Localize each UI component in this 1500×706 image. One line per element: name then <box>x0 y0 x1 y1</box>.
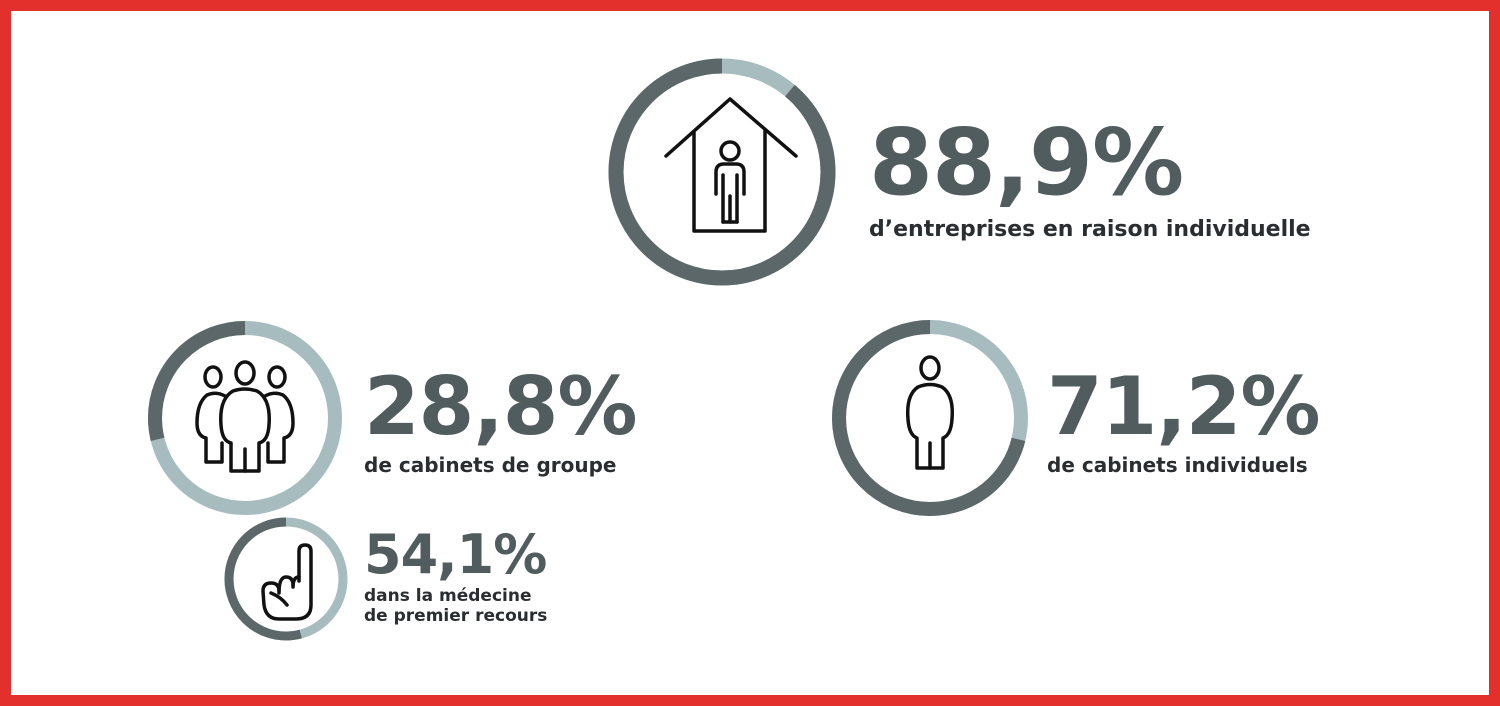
pointing-hand-icon <box>261 543 313 621</box>
ring-value-arc-premier-recours <box>224 517 348 641</box>
stat-cabinets-individuels: 71,2% de cabinets individuels <box>1047 360 1321 478</box>
stat-label-premier-recours-line-2: de premier recours <box>364 606 548 627</box>
donut-ring-cabinets-groupe <box>148 321 342 515</box>
stat-value-cabinets-groupe: 28,8% <box>364 360 638 453</box>
single-person-icon <box>905 355 955 470</box>
person-in-house-icon <box>664 97 798 233</box>
donut-ring-cabinets-individuels <box>832 320 1028 516</box>
stat-label-entreprises: d’entreprises en raison individuelle <box>869 217 1311 242</box>
ring-value-arc-cabinets-individuels <box>832 320 1028 516</box>
ring-value-arc-cabinets-groupe <box>148 321 342 515</box>
ring-value-arc-entreprises <box>608 58 836 286</box>
infographic-frame: 88,9% d’entreprises en raison individuel… <box>11 11 1489 695</box>
stat-label-premier-recours-line-1: dans la médecine <box>364 586 532 606</box>
stat-entreprises: 88,9% d’entreprises en raison individuel… <box>869 117 1311 243</box>
stat-value-entreprises: 88,9% <box>869 109 1184 216</box>
infographic-canvas <box>148 58 1028 641</box>
stat-label-cabinets-groupe: de cabinets de groupe <box>364 453 617 477</box>
stat-premier-recours: 54,1% dans la médecine de premier recour… <box>364 528 547 627</box>
stat-value-cabinets-individuels: 71,2% <box>1047 360 1321 453</box>
stat-label-cabinets-individuels: de cabinets individuels <box>1047 453 1308 477</box>
stat-value-premier-recours: 54,1% <box>364 523 547 586</box>
group-of-people-icon <box>195 360 295 473</box>
donut-ring-premier-recours <box>224 517 348 641</box>
stat-cabinets-groupe: 28,8% de cabinets de groupe <box>364 360 638 478</box>
donut-ring-entreprises <box>608 58 836 286</box>
